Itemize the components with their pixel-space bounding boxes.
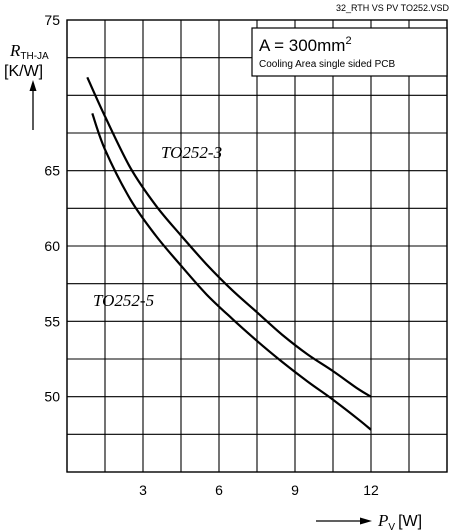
x-tick-label: 3 [139,482,147,498]
x-axis-arrow-head [360,517,372,525]
series-line-to252-3 [86,76,372,398]
svg-text:RTH-JA: RTH-JA [9,41,49,62]
x-tick-label: 6 [215,482,223,498]
series-label-to252-5: TO252-5 [93,291,154,310]
x-axis-subscript: V [388,522,395,532]
y-tick-label: 50 [44,389,60,405]
x-tick-label: 9 [291,482,299,498]
y-axis-subscript: TH-JA [20,51,49,62]
annotation-area-exponent: 2 [345,35,351,47]
tick-label-layer: 3 6 9 12 75 65 60 55 50 [44,12,379,498]
grid-layer [66,19,448,473]
series-line-to252-5 [91,113,372,431]
y-tick-label: 65 [44,163,60,179]
annotation-frame [251,27,448,77]
y-tick-label: 60 [44,238,60,254]
annotation-area-text: A = 300mm2 [259,35,352,55]
curve-layer [86,76,372,431]
annotation-description: Cooling Area single sided PCB [259,59,396,70]
series-label-to252-3: TO252-3 [161,143,222,162]
y-tick-label: 55 [44,313,60,329]
annotation-box: A = 300mm2 Cooling Area single sided PCB [251,27,448,77]
y-axis-unit: [K/W] [4,63,43,80]
y-axis-label: RTH-JA [K/W] [4,41,49,130]
plot-frame [66,19,448,473]
x-tick-label: 12 [363,482,379,498]
y-axis-symbol: R [9,41,21,60]
x-axis-symbol: P [377,511,388,530]
file-id-label: 32_RTH VS PV TO252.VSD [336,3,450,13]
x-axis-label: PV [W] [316,511,422,532]
svg-text:PV[W]: PV [W] [377,511,422,532]
x-axis-unit: [W] [398,513,422,530]
y-axis-arrow-head [29,80,37,91]
y-tick-label: 75 [44,12,60,28]
annotation-area-value: A = 300mm [259,36,345,55]
